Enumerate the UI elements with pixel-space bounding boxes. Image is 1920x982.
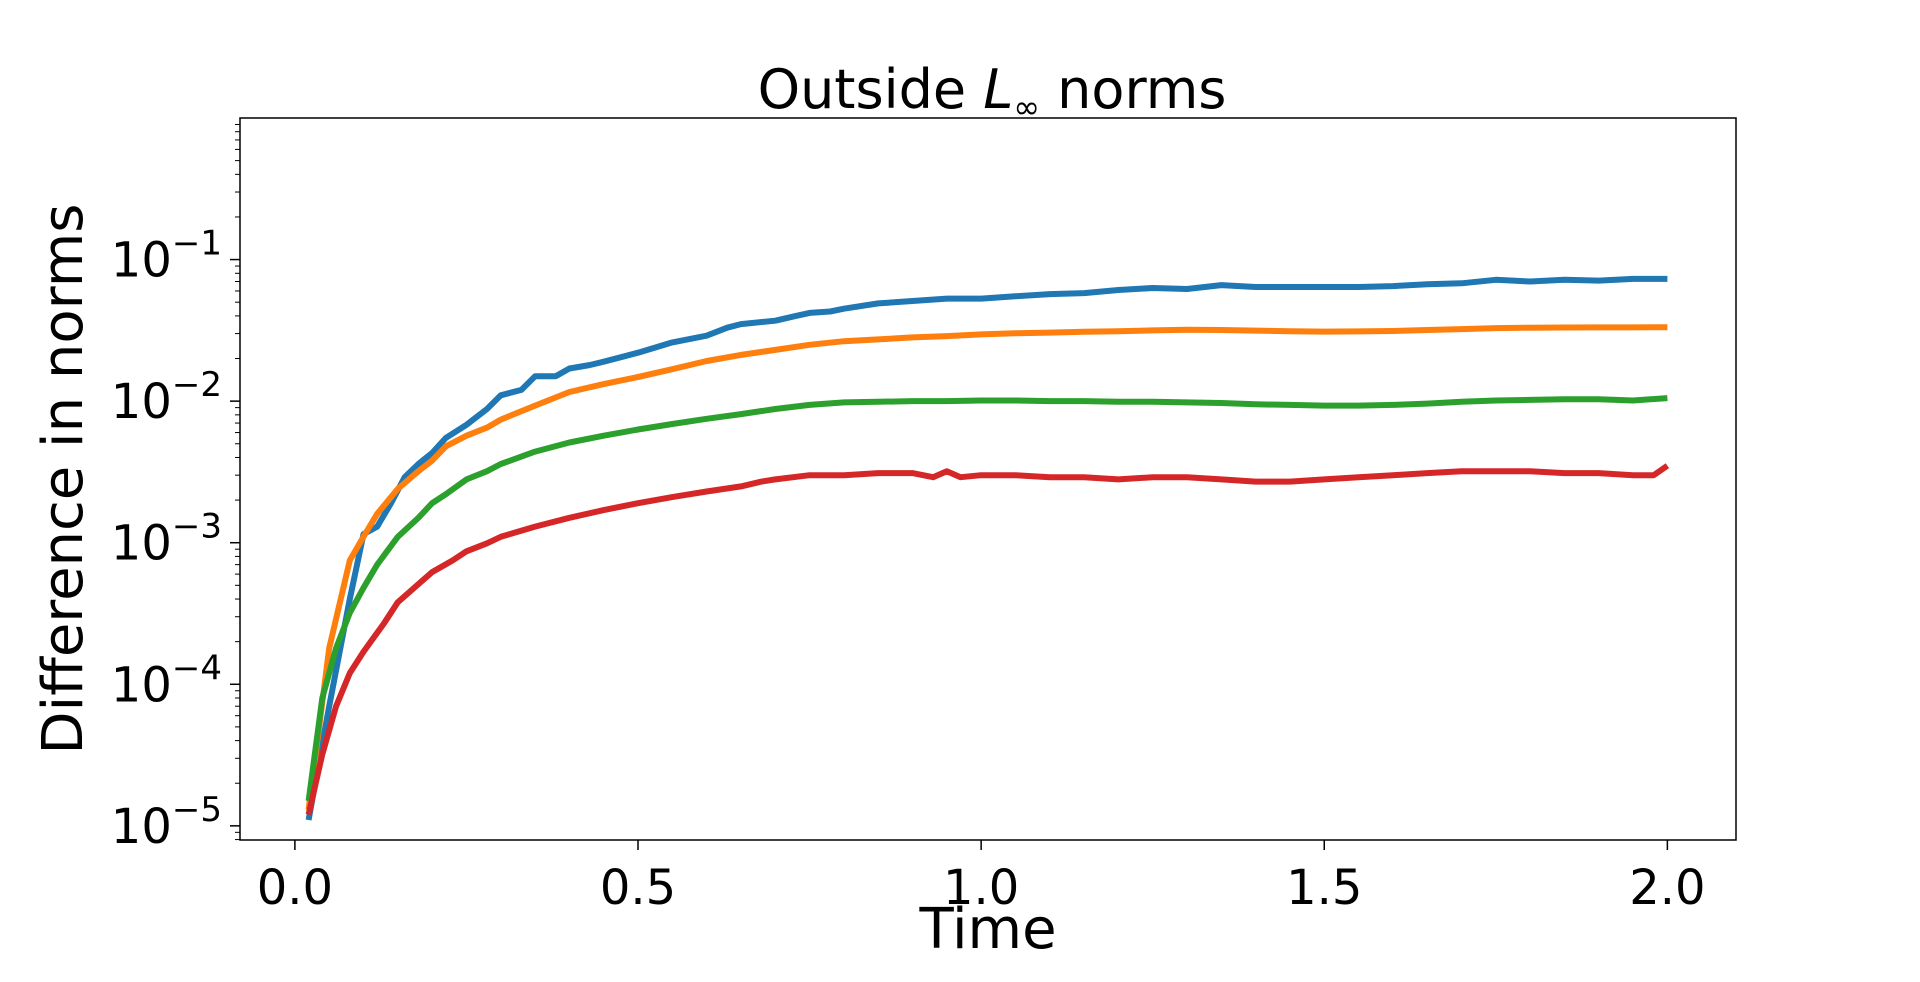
plot-frame xyxy=(239,117,1737,841)
series-line-3 xyxy=(305,395,1668,802)
x-tick-label: 0.5 xyxy=(600,860,676,916)
x-axis-label: Time xyxy=(918,897,1056,962)
x-axis: 0.0 0.5 1.0 1.5 2.0 xyxy=(257,840,1706,916)
y-tick-label: 10−4 xyxy=(111,648,222,713)
y-axis: 10−5 10−4 10−3 10−2 10−1 xyxy=(111,123,240,855)
y-tick-label: 10−1 xyxy=(111,224,222,289)
series-line-1 xyxy=(305,275,1668,821)
x-tick-label: 0.0 xyxy=(257,860,333,916)
x-tick-label: 2.0 xyxy=(1629,860,1705,916)
series-layer xyxy=(305,275,1670,821)
y-tick-label: 10−3 xyxy=(111,507,222,572)
series-line-2 xyxy=(305,324,1668,811)
series-line-4 xyxy=(305,463,1670,816)
y-tick-label: 10−5 xyxy=(111,790,222,855)
x-tick-label: 1.5 xyxy=(1286,860,1362,916)
x-tick-label: 1.0 xyxy=(943,860,1019,916)
chart-title: Outside L∞ norms xyxy=(758,58,1227,126)
y-tick-label: 10−2 xyxy=(111,365,222,430)
y-axis-label: Difference in norms xyxy=(31,204,96,755)
